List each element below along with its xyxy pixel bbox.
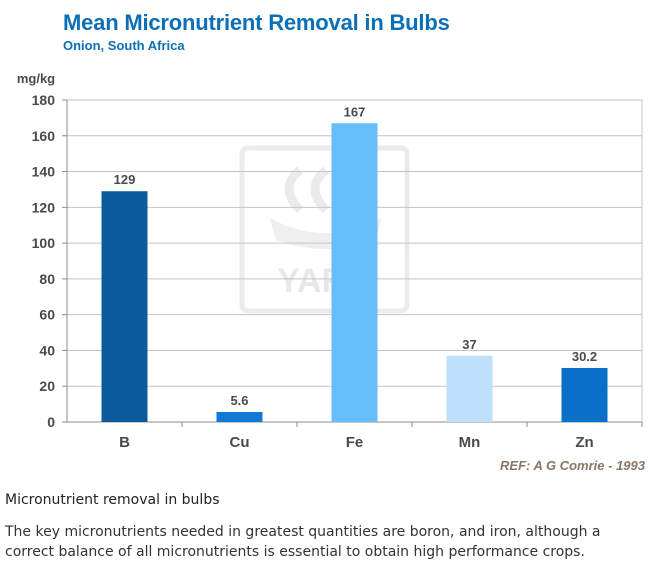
y-axis-label: mg/kg	[17, 71, 55, 86]
x-tick-label-fe: Fe	[346, 434, 364, 451]
y-tick-label: 120	[32, 199, 56, 215]
x-tick-label-mn: Mn	[459, 434, 481, 451]
y-tick-label: 20	[39, 378, 55, 394]
bar-b	[101, 191, 148, 422]
y-tick-label: 80	[39, 271, 55, 287]
x-tick-label-cu: Cu	[230, 434, 250, 451]
y-tick-label: 40	[39, 342, 55, 358]
reference-note: REF: A G Comrie - 1993	[500, 458, 646, 473]
yara-watermark-logo: YARA	[239, 145, 410, 314]
bar-fe	[331, 123, 378, 422]
data-label-fe: 167	[344, 104, 366, 119]
data-label-b: 129	[114, 172, 136, 187]
y-tick-label: 60	[39, 307, 55, 323]
data-label-zn: 30.2	[572, 349, 597, 364]
chart-title: Mean Micronutrient Removal in Bulbs	[63, 10, 450, 35]
bar-chart: YARA 0 20 40 60 80 100 120 140 160 180 129 B 5.6 Cu 1…	[17, 71, 646, 473]
figure-caption: Micronutrient removal in bulbs	[5, 492, 220, 508]
y-tick-label: 0	[47, 414, 55, 430]
bar-cu	[216, 411, 263, 422]
bar-zn	[561, 367, 608, 422]
y-tick-label: 160	[32, 128, 56, 144]
chart-subtitle: Onion, South Africa	[63, 38, 185, 53]
bar-mn	[446, 355, 493, 422]
figure-description: The key micronutrients needed in greates…	[5, 524, 601, 560]
data-label-mn: 37	[462, 337, 476, 352]
y-tick-label: 180	[32, 92, 56, 108]
x-tick-label-zn: Zn	[575, 434, 593, 451]
y-tick-label: 100	[32, 235, 56, 251]
y-tick-label: 140	[32, 164, 56, 180]
data-label-cu: 5.6	[230, 393, 248, 408]
x-tick-label-b: B	[119, 434, 130, 451]
